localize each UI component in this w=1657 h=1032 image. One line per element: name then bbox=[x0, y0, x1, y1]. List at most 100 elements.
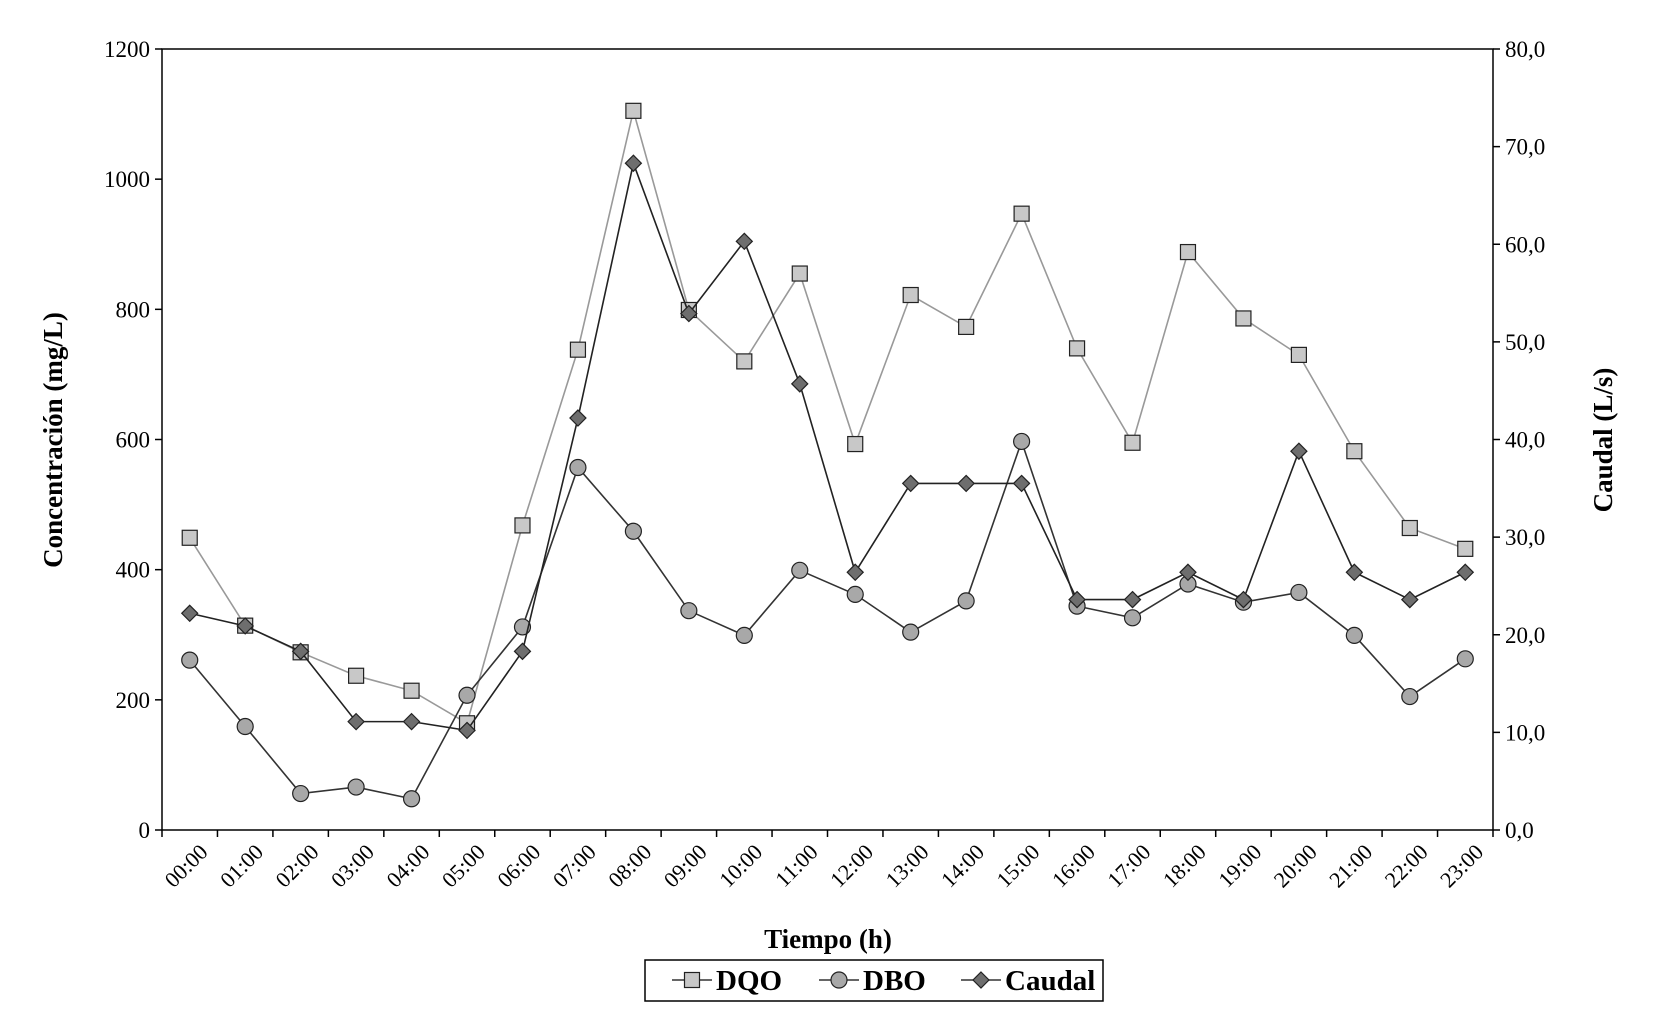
x-tick-label: 23:00 bbox=[1435, 839, 1488, 892]
dqo-point bbox=[181, 529, 198, 546]
caudal-point bbox=[1123, 590, 1142, 609]
dqo-point bbox=[1013, 205, 1030, 222]
caudal-point bbox=[236, 617, 255, 635]
caudal-point bbox=[291, 642, 310, 661]
dqo-point bbox=[569, 341, 587, 358]
caudal-point bbox=[458, 721, 476, 740]
legend-label: Caudal bbox=[1005, 965, 1095, 997]
x-tick-label: 09:00 bbox=[659, 839, 712, 892]
dqo-line bbox=[189, 110, 1466, 725]
dbo-point bbox=[569, 458, 587, 477]
dbo-point bbox=[1456, 650, 1474, 668]
dqo-point bbox=[847, 435, 864, 453]
caudal-point bbox=[1068, 590, 1086, 609]
dbo-point bbox=[347, 778, 365, 796]
x-tick-label: 12:00 bbox=[825, 839, 878, 892]
x-tick-label: 06:00 bbox=[492, 839, 545, 892]
plot-frame bbox=[161, 48, 1494, 831]
legend-item-caudal: Caudal bbox=[961, 965, 1095, 997]
dqo-point bbox=[1068, 340, 1086, 357]
legend-item-dbo: DBO bbox=[819, 965, 926, 997]
dbo-point bbox=[1345, 626, 1363, 645]
caudal-point bbox=[846, 563, 865, 582]
dqo-point bbox=[958, 318, 975, 336]
x-tick-label: 01:00 bbox=[215, 839, 268, 892]
caudal-point bbox=[735, 232, 754, 251]
dbo-point bbox=[1290, 583, 1308, 602]
y2-axis-label: Caudal (L/s) bbox=[1588, 368, 1618, 513]
dbo-point bbox=[402, 790, 421, 808]
legend-circle-icon bbox=[830, 971, 848, 989]
x-tick-label: 11:00 bbox=[770, 839, 823, 892]
legend-label: DQO bbox=[716, 965, 782, 997]
dqo-point bbox=[902, 286, 919, 304]
x-tick-label: 20:00 bbox=[1269, 839, 1322, 892]
caudal-point bbox=[1234, 590, 1253, 609]
x-tick-label: 15:00 bbox=[991, 839, 1044, 892]
caudal-point bbox=[347, 712, 365, 731]
caudal-point bbox=[624, 154, 643, 173]
x-tick-label: 22:00 bbox=[1380, 839, 1433, 892]
y-tick-label: 1000 bbox=[104, 167, 150, 192]
y2-tick-label: 40,0 bbox=[1505, 428, 1545, 453]
y-tick-label: 400 bbox=[116, 558, 151, 583]
x-tick-label: 08:00 bbox=[603, 839, 656, 892]
y2-tick-label: 60,0 bbox=[1505, 232, 1545, 257]
y-axis-label: Concentración (mg/L) bbox=[38, 312, 68, 568]
dbo-point bbox=[957, 592, 975, 610]
y2-tick-label: 50,0 bbox=[1505, 330, 1545, 355]
x-tick-label: 04:00 bbox=[381, 839, 434, 892]
caudal-point bbox=[957, 474, 975, 493]
legend-diamond-icon bbox=[972, 971, 990, 989]
x-tick-label: 02:00 bbox=[270, 839, 323, 892]
dqo-point bbox=[1124, 434, 1141, 451]
series-caudal bbox=[180, 154, 1475, 740]
dqo-point bbox=[403, 682, 420, 699]
x-tick-label: 18:00 bbox=[1158, 839, 1211, 892]
axes: 0 200 400 600 800 1000 1200 0,0 10,0 20,0 30,0 40,0… bbox=[104, 37, 1545, 892]
dqo-point bbox=[1346, 443, 1363, 460]
dqo-point bbox=[625, 102, 642, 119]
x-tick-label: 00:00 bbox=[159, 839, 212, 892]
x-tick-label: 16:00 bbox=[1047, 839, 1100, 892]
caudal-point bbox=[1012, 474, 1031, 493]
x-tick-label: 05:00 bbox=[437, 839, 490, 892]
x-axis-label: Tiempo (h) bbox=[764, 924, 892, 954]
dbo-point bbox=[1401, 687, 1419, 706]
caudal-line bbox=[189, 160, 1466, 732]
y-tick-label: 800 bbox=[116, 297, 151, 322]
series-dqo bbox=[181, 102, 1474, 732]
legend: DQO DBO Caudal bbox=[644, 959, 1104, 1002]
dbo-point bbox=[1013, 432, 1031, 451]
dqo-point bbox=[1179, 243, 1197, 261]
dbo-point bbox=[181, 651, 199, 669]
dbo-point bbox=[902, 623, 920, 641]
legend-square-icon bbox=[683, 971, 701, 989]
x-tick-label: 03:00 bbox=[326, 839, 379, 892]
x-tick-label: 14:00 bbox=[936, 839, 989, 892]
x-tick-label: 13:00 bbox=[880, 839, 933, 892]
caudal-point bbox=[569, 409, 587, 427]
caudal-point bbox=[1290, 442, 1308, 461]
legend-item-dqo: DQO bbox=[672, 965, 782, 997]
caudal-point bbox=[1179, 563, 1197, 582]
dbo-point bbox=[791, 561, 809, 579]
y-tick-label: 600 bbox=[116, 428, 151, 453]
y2-tick-label: 30,0 bbox=[1505, 525, 1545, 550]
y-tick-label: 200 bbox=[116, 688, 151, 713]
y2-tick-label: 80,0 bbox=[1505, 37, 1545, 62]
dbo-point bbox=[846, 585, 864, 603]
dbo-point bbox=[624, 522, 642, 540]
dqo-point bbox=[1235, 310, 1252, 327]
dbo-point bbox=[236, 717, 254, 736]
dqo-point bbox=[736, 353, 753, 370]
series-dbo bbox=[181, 432, 1474, 808]
y2-tick-label: 70,0 bbox=[1505, 135, 1545, 160]
y-tick-label: 1200 bbox=[104, 37, 150, 62]
dbo-point bbox=[735, 626, 753, 645]
x-tick-label: 17:00 bbox=[1102, 839, 1155, 892]
caudal-point bbox=[790, 375, 809, 393]
x-tick-label: 19:00 bbox=[1213, 839, 1266, 892]
caudal-point bbox=[402, 712, 421, 731]
